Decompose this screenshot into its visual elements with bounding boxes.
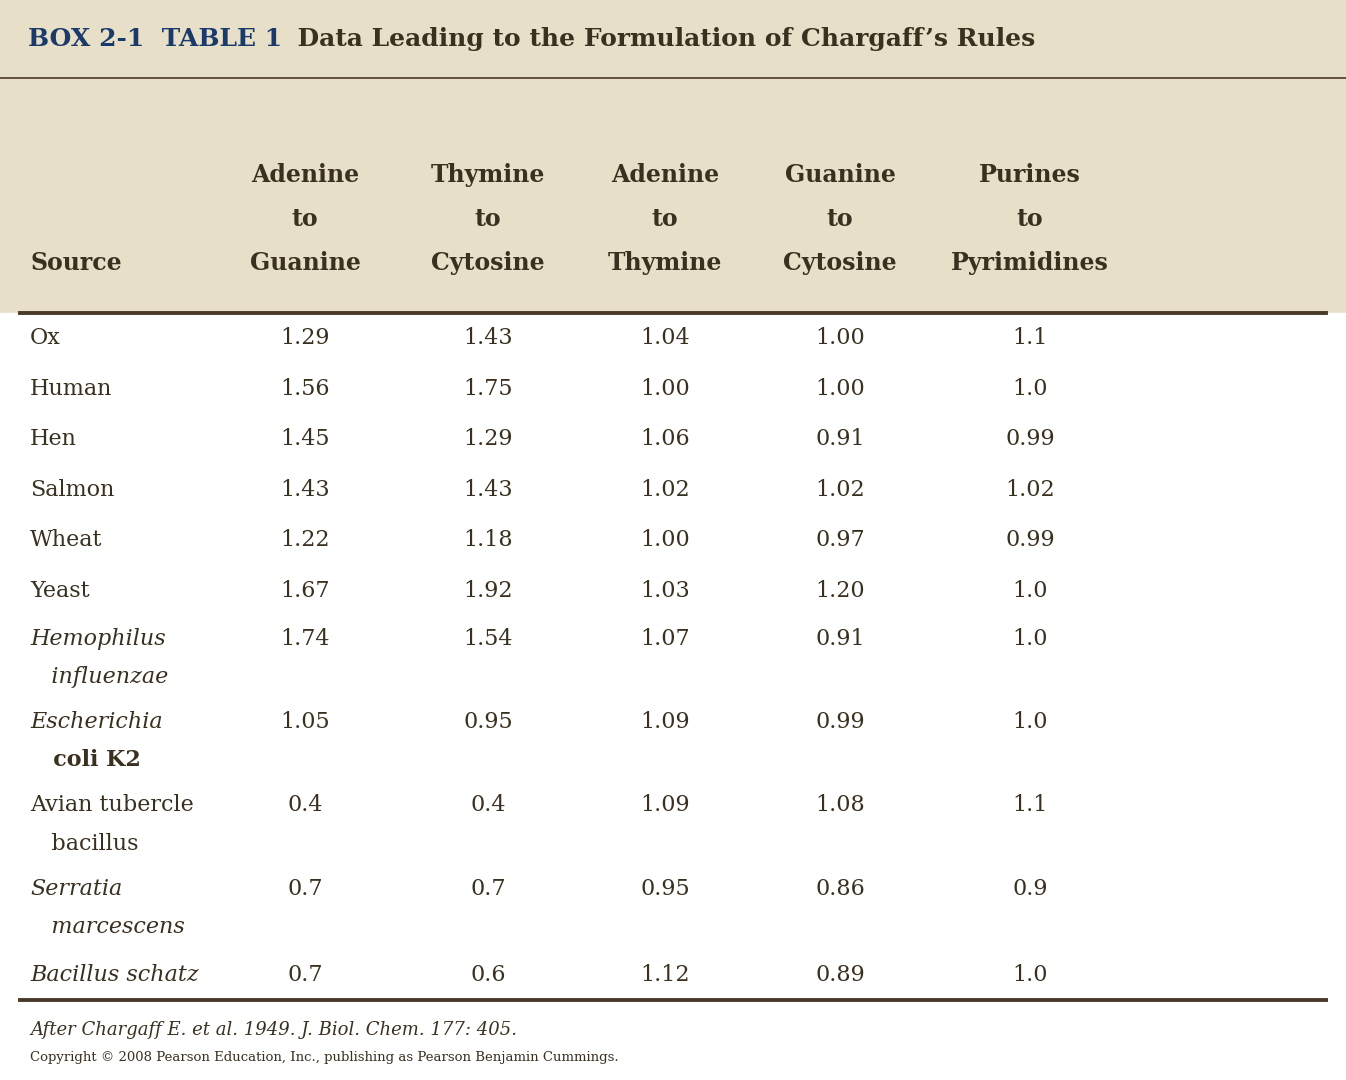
Text: Avian tubercle: Avian tubercle: [30, 794, 194, 816]
Text: coli K2: coli K2: [30, 750, 141, 771]
Text: Hen: Hen: [30, 429, 77, 450]
Text: 0.86: 0.86: [816, 878, 865, 900]
Text: Purines: Purines: [979, 163, 1081, 187]
Text: 1.54: 1.54: [463, 627, 513, 649]
Text: 0.97: 0.97: [816, 529, 865, 551]
Text: 1.74: 1.74: [280, 627, 330, 649]
Text: 1.06: 1.06: [641, 429, 689, 450]
Text: 1.02: 1.02: [816, 478, 865, 501]
Bar: [0, 313, 1346, 1080]
Text: 1.0: 1.0: [1012, 378, 1047, 400]
Text: 0.99: 0.99: [1005, 529, 1055, 551]
Text: Adenine: Adenine: [611, 163, 719, 187]
Text: Yeast: Yeast: [30, 580, 90, 602]
Text: 1.43: 1.43: [280, 478, 330, 501]
Text: 1.20: 1.20: [816, 580, 865, 602]
Text: 1.09: 1.09: [641, 711, 689, 733]
Text: 1.29: 1.29: [280, 327, 330, 349]
Text: 0.4: 0.4: [287, 794, 323, 816]
Text: 0.9: 0.9: [1012, 878, 1047, 900]
Text: 1.0: 1.0: [1012, 627, 1047, 649]
Text: 0.89: 0.89: [816, 963, 865, 986]
Text: 1.43: 1.43: [463, 327, 513, 349]
Text: 1.00: 1.00: [816, 327, 865, 349]
Text: 1.45: 1.45: [280, 429, 330, 450]
Text: 1.05: 1.05: [280, 711, 330, 733]
Text: 0.6: 0.6: [470, 963, 506, 986]
Text: After Chargaff E. et al. 1949. J. Biol. Chem. 177: 405.: After Chargaff E. et al. 1949. J. Biol. …: [30, 1021, 517, 1039]
Text: Human: Human: [30, 378, 112, 400]
Bar: [0, 0, 1346, 78]
Text: 1.03: 1.03: [641, 580, 690, 602]
Text: 0.7: 0.7: [470, 878, 506, 900]
Text: marcescens: marcescens: [30, 916, 184, 939]
Text: to: to: [651, 207, 678, 231]
Text: 1.02: 1.02: [1005, 478, 1055, 501]
Text: 1.00: 1.00: [641, 529, 690, 551]
Text: 1.43: 1.43: [463, 478, 513, 501]
Text: 1.0: 1.0: [1012, 711, 1047, 733]
Text: 1.04: 1.04: [641, 327, 689, 349]
Text: Bacillus schatz: Bacillus schatz: [30, 963, 199, 986]
Text: 0.91: 0.91: [816, 627, 865, 649]
Text: 1.08: 1.08: [816, 794, 865, 816]
Text: 1.75: 1.75: [463, 378, 513, 400]
Text: 0.7: 0.7: [287, 878, 323, 900]
Text: Source: Source: [30, 251, 121, 275]
Text: Hemophilus: Hemophilus: [30, 627, 166, 649]
Text: to: to: [826, 207, 853, 231]
Text: to: to: [475, 207, 501, 231]
Bar: [0, 78, 1346, 313]
Text: 0.95: 0.95: [463, 711, 513, 733]
Text: Cytosine: Cytosine: [783, 251, 896, 275]
Text: 0.4: 0.4: [470, 794, 506, 816]
Text: 0.99: 0.99: [816, 711, 865, 733]
Text: Pyrimidines: Pyrimidines: [952, 251, 1109, 275]
Text: Adenine: Adenine: [250, 163, 359, 187]
Text: 1.1: 1.1: [1012, 327, 1047, 349]
Text: Ox: Ox: [30, 327, 61, 349]
Text: Guanine: Guanine: [249, 251, 361, 275]
Text: 0.95: 0.95: [641, 878, 689, 900]
Text: Wheat: Wheat: [30, 529, 102, 551]
Text: 0.91: 0.91: [816, 429, 865, 450]
Text: 1.56: 1.56: [280, 378, 330, 400]
Text: 1.18: 1.18: [463, 529, 513, 551]
Text: 1.67: 1.67: [280, 580, 330, 602]
Text: 1.00: 1.00: [816, 378, 865, 400]
Text: 1.22: 1.22: [280, 529, 330, 551]
Text: 0.7: 0.7: [287, 963, 323, 986]
Text: 1.0: 1.0: [1012, 963, 1047, 986]
Text: Guanine: Guanine: [785, 163, 895, 187]
Text: bacillus: bacillus: [30, 833, 139, 854]
Text: Salmon: Salmon: [30, 478, 114, 501]
Text: influenzae: influenzae: [30, 666, 168, 688]
Text: BOX 2-1  TABLE 1: BOX 2-1 TABLE 1: [28, 27, 283, 51]
Text: 1.92: 1.92: [463, 580, 513, 602]
Text: to: to: [292, 207, 318, 231]
Text: 0.99: 0.99: [1005, 429, 1055, 450]
Text: 1.0: 1.0: [1012, 580, 1047, 602]
Text: Data Leading to the Formulation of Chargaff’s Rules: Data Leading to the Formulation of Charg…: [280, 27, 1035, 51]
Text: 1.1: 1.1: [1012, 794, 1047, 816]
Text: to: to: [1016, 207, 1043, 231]
Text: 1.07: 1.07: [641, 627, 689, 649]
Text: 1.12: 1.12: [641, 963, 689, 986]
Text: Serratia: Serratia: [30, 878, 122, 900]
Text: 1.02: 1.02: [641, 478, 689, 501]
Text: Thymine: Thymine: [431, 163, 545, 187]
Text: 1.29: 1.29: [463, 429, 513, 450]
Text: 1.09: 1.09: [641, 794, 689, 816]
Text: Thymine: Thymine: [608, 251, 723, 275]
Text: 1.00: 1.00: [641, 378, 690, 400]
Text: Cytosine: Cytosine: [431, 251, 545, 275]
Text: Copyright © 2008 Pearson Education, Inc., publishing as Pearson Benjamin Cumming: Copyright © 2008 Pearson Education, Inc.…: [30, 1052, 619, 1065]
Text: Escherichia: Escherichia: [30, 711, 163, 733]
